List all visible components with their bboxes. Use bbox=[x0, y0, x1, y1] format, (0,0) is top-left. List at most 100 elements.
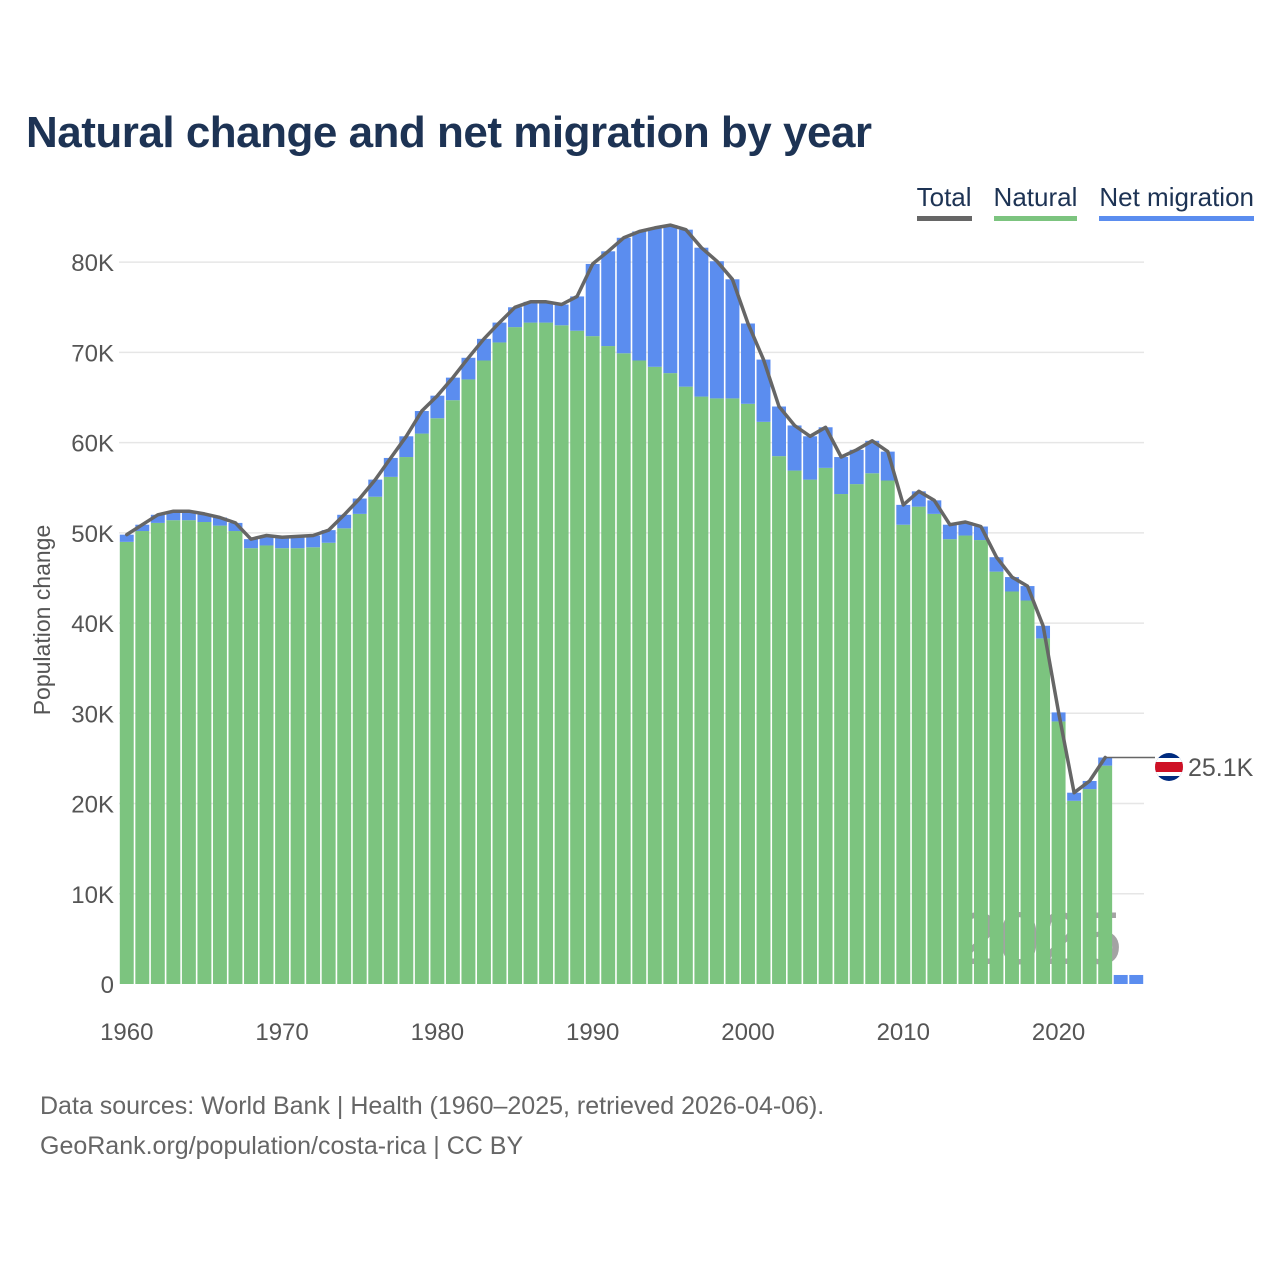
bar-net-migration[interactable] bbox=[663, 225, 678, 374]
bar-natural[interactable] bbox=[290, 548, 305, 984]
bar-natural[interactable] bbox=[1036, 638, 1051, 984]
bar-net-migration[interactable] bbox=[523, 301, 538, 323]
bar-net-migration[interactable] bbox=[1098, 757, 1113, 766]
legend-total[interactable]: Total bbox=[916, 180, 972, 221]
bar-natural[interactable] bbox=[849, 484, 864, 984]
bar-net-migration[interactable] bbox=[741, 323, 755, 404]
bar-net-migration[interactable] bbox=[135, 524, 150, 532]
bar-net-migration[interactable] bbox=[399, 436, 414, 458]
bar-natural[interactable] bbox=[1005, 591, 1019, 984]
bar-net-migration[interactable] bbox=[275, 537, 290, 549]
bar-net-migration[interactable] bbox=[834, 457, 849, 495]
bar-net-migration[interactable] bbox=[725, 279, 740, 399]
bar-net-migration[interactable] bbox=[290, 536, 305, 549]
bar-natural[interactable] bbox=[492, 342, 507, 984]
bar-natural[interactable] bbox=[476, 360, 491, 984]
bar-natural[interactable] bbox=[911, 506, 926, 984]
bar-natural[interactable] bbox=[772, 456, 787, 984]
bar-natural[interactable] bbox=[880, 480, 895, 984]
bar-natural[interactable] bbox=[787, 470, 802, 984]
bar-natural[interactable] bbox=[430, 418, 445, 985]
bar-net-migration[interactable] bbox=[1082, 780, 1097, 790]
bar-net-migration[interactable] bbox=[616, 237, 631, 354]
bar-net-migration[interactable] bbox=[570, 296, 585, 331]
bar-net-migration[interactable] bbox=[414, 411, 429, 434]
bar-natural[interactable] bbox=[756, 421, 771, 984]
bar-natural[interactable] bbox=[834, 494, 849, 984]
bar-net-migration[interactable] bbox=[306, 535, 321, 548]
bar-natural[interactable] bbox=[244, 548, 258, 984]
bar-natural[interactable] bbox=[818, 467, 833, 985]
bar-natural[interactable] bbox=[1051, 721, 1066, 984]
bar-natural[interactable] bbox=[212, 525, 227, 984]
bar-natural[interactable] bbox=[585, 336, 600, 984]
bar-net-migration[interactable] bbox=[150, 514, 165, 523]
bar-natural[interactable] bbox=[741, 403, 755, 984]
bar-natural[interactable] bbox=[554, 325, 569, 984]
bar-natural[interactable] bbox=[973, 540, 988, 984]
bar-natural[interactable] bbox=[958, 535, 973, 984]
bar-net-migration[interactable] bbox=[632, 231, 647, 361]
bar-net-migration[interactable] bbox=[585, 263, 600, 337]
bar-net-migration[interactable] bbox=[694, 247, 709, 397]
bar-natural[interactable] bbox=[523, 322, 538, 984]
bar-natural[interactable] bbox=[197, 522, 212, 984]
bar-natural[interactable] bbox=[663, 373, 678, 984]
bar-net-migration[interactable] bbox=[119, 534, 134, 542]
bar-net-migration[interactable] bbox=[803, 436, 818, 480]
bar-natural[interactable] bbox=[632, 360, 647, 984]
bar-net-migration[interactable] bbox=[958, 522, 973, 536]
bar-natural[interactable] bbox=[368, 496, 383, 984]
bar-natural[interactable] bbox=[181, 520, 196, 984]
bar-natural[interactable] bbox=[166, 520, 181, 984]
bar-natural[interactable] bbox=[352, 513, 367, 984]
bar-natural[interactable] bbox=[306, 547, 321, 984]
bar-net-migration[interactable] bbox=[709, 261, 724, 399]
bar-net-migration[interactable] bbox=[321, 530, 336, 543]
bar-natural[interactable] bbox=[678, 386, 693, 984]
bar-natural[interactable] bbox=[601, 346, 616, 985]
bar-natural[interactable] bbox=[1020, 600, 1035, 984]
bar-natural[interactable] bbox=[927, 513, 942, 984]
bar-net-migration[interactable] bbox=[896, 504, 911, 525]
legend-natural[interactable]: Natural bbox=[993, 180, 1078, 221]
bar-natural[interactable] bbox=[1082, 789, 1097, 984]
bar-net-migration[interactable] bbox=[772, 406, 787, 457]
bar-net-migration[interactable] bbox=[539, 301, 554, 323]
legend-net-migration[interactable]: Net migration bbox=[1099, 180, 1254, 221]
bar-natural[interactable] bbox=[445, 400, 460, 985]
bar-natural[interactable] bbox=[570, 330, 585, 984]
bar-natural[interactable] bbox=[803, 479, 818, 984]
attribution-link[interactable]: GeoRank.org/population/costa-rica | CC B… bbox=[40, 1132, 524, 1160]
bar-net-migration[interactable] bbox=[197, 513, 212, 523]
bar-net-migration[interactable] bbox=[942, 524, 957, 540]
bar-natural[interactable] bbox=[508, 327, 522, 985]
bar-net-migration[interactable] bbox=[1129, 974, 1144, 984]
bar-natural[interactable] bbox=[896, 524, 911, 984]
bar-natural[interactable] bbox=[383, 476, 398, 984]
bar-natural[interactable] bbox=[259, 545, 274, 984]
bar-net-migration[interactable] bbox=[181, 511, 196, 521]
bar-net-migration[interactable] bbox=[259, 535, 274, 546]
bar-natural[interactable] bbox=[647, 366, 662, 984]
bar-natural[interactable] bbox=[942, 539, 957, 984]
bar-net-migration[interactable] bbox=[849, 449, 864, 485]
bar-natural[interactable] bbox=[725, 398, 740, 984]
bar-natural[interactable] bbox=[461, 379, 476, 984]
bar-natural[interactable] bbox=[275, 548, 290, 984]
bar-natural[interactable] bbox=[150, 522, 165, 984]
bar-net-migration[interactable] bbox=[166, 511, 181, 521]
bar-natural[interactable] bbox=[119, 541, 134, 984]
bar-net-migration[interactable] bbox=[678, 229, 693, 387]
bar-net-migration[interactable] bbox=[647, 227, 662, 367]
bar-natural[interactable] bbox=[709, 398, 724, 984]
bar-net-migration[interactable] bbox=[228, 522, 243, 532]
bar-net-migration[interactable] bbox=[244, 539, 258, 549]
bar-natural[interactable] bbox=[1098, 765, 1113, 984]
bar-natural[interactable] bbox=[321, 542, 336, 984]
bar-natural[interactable] bbox=[1067, 800, 1082, 984]
bar-net-migration[interactable] bbox=[601, 251, 616, 347]
bar-net-migration[interactable] bbox=[212, 517, 227, 526]
bar-natural[interactable] bbox=[694, 396, 709, 984]
bar-natural[interactable] bbox=[414, 433, 429, 984]
